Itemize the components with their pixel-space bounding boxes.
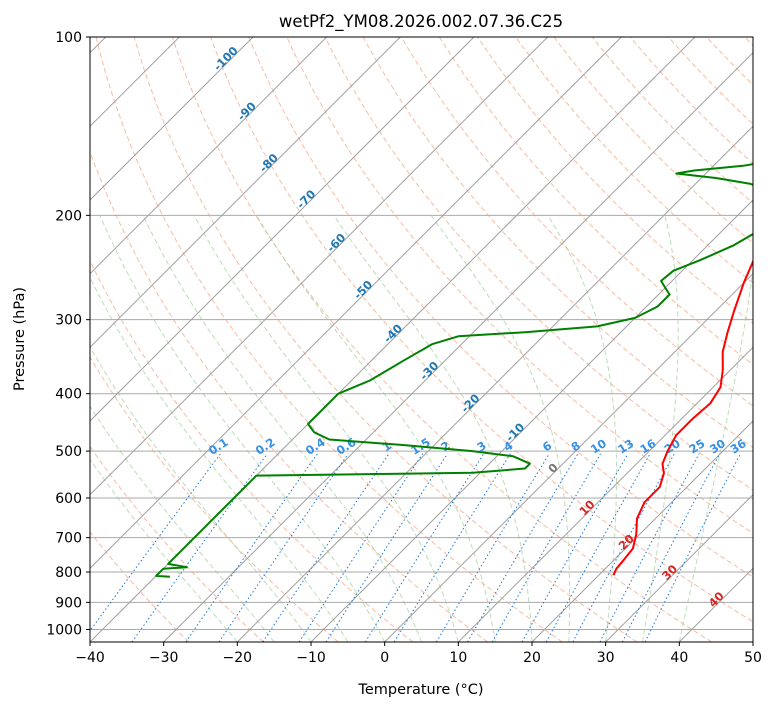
profiles bbox=[155, 163, 753, 578]
x-axis-label: Temperature (°C) bbox=[357, 682, 483, 698]
dry-adiabat bbox=[90, 150, 488, 642]
mixing-ratio-line bbox=[90, 453, 221, 632]
mixing-ratio-line bbox=[599, 453, 700, 642]
dry-adiabat bbox=[324, 37, 753, 491]
mixing-ratio-line bbox=[262, 453, 390, 642]
y-tick-label: 500 bbox=[55, 444, 82, 460]
isotherm bbox=[457, 346, 753, 642]
dewpoint-profile bbox=[155, 163, 753, 578]
x-tick-label: 20 bbox=[523, 650, 541, 666]
dry-adiabat bbox=[133, 37, 638, 642]
mixing-ratio-line bbox=[364, 453, 485, 642]
isotherm bbox=[90, 37, 475, 422]
dry-adiabat bbox=[90, 445, 264, 642]
x-tick-label: 50 bbox=[744, 650, 762, 666]
dry-adiabat bbox=[438, 37, 753, 366]
y-axis: 100 200 300 400 500 600 700 800 900 1000 bbox=[46, 30, 90, 638]
isotherm bbox=[90, 37, 622, 570]
isotherm bbox=[310, 199, 753, 642]
plot-frame bbox=[89, 36, 754, 643]
y-tick-label: 300 bbox=[55, 313, 82, 329]
isotherm bbox=[90, 37, 549, 496]
y-tick-label: 700 bbox=[55, 531, 82, 547]
x-tick-label: 0 bbox=[380, 650, 389, 666]
mixing-ratio-line bbox=[521, 453, 629, 642]
moist-adiabat bbox=[142, 215, 422, 642]
x-tick-label: 10 bbox=[449, 650, 467, 666]
y-tick-label: 600 bbox=[55, 491, 82, 507]
mixing-ratio-line bbox=[218, 453, 349, 642]
background-lines bbox=[90, 37, 753, 642]
moist-adiabat bbox=[255, 215, 496, 642]
x-tick-label: 40 bbox=[670, 650, 688, 666]
dry-adiabat bbox=[515, 37, 753, 284]
dry-adiabat bbox=[90, 531, 190, 642]
mixing-ratio-line bbox=[491, 453, 602, 642]
moist-adiabat bbox=[90, 458, 238, 642]
temperature-profile bbox=[612, 259, 753, 576]
isotherm bbox=[90, 37, 401, 349]
moist-adiabat bbox=[678, 265, 753, 642]
x-axis: −40 −30 −20 −10 0 10 20 30 40 50 bbox=[75, 642, 762, 666]
moist-adiabat bbox=[547, 215, 617, 642]
y-tick-label: 900 bbox=[55, 595, 82, 611]
isotherm bbox=[384, 272, 753, 642]
isotherm bbox=[236, 125, 753, 642]
x-tick-label: 30 bbox=[597, 650, 615, 666]
y-tick-label: 100 bbox=[55, 30, 82, 46]
x-tick-label: −10 bbox=[296, 650, 326, 666]
dry-adiabat bbox=[400, 37, 753, 407]
mixing-ratio-line bbox=[298, 453, 424, 642]
y-axis-label: Pressure (hPa) bbox=[12, 287, 28, 391]
chart-title: wetPf2_YM08.2026.002.07.36.C25 bbox=[279, 12, 563, 32]
moist-adiabat bbox=[90, 345, 312, 642]
isotherm bbox=[90, 37, 254, 201]
x-tick-label: −40 bbox=[75, 650, 105, 666]
isotherm bbox=[90, 37, 328, 275]
y-tick-label: 200 bbox=[55, 208, 82, 224]
dry-adiabat bbox=[210, 37, 753, 623]
mixing-ratio-line bbox=[325, 453, 449, 642]
isotherm bbox=[752, 641, 753, 642]
moist-adiabat bbox=[99, 215, 386, 642]
y-tick-label: 400 bbox=[55, 387, 82, 403]
isotherm bbox=[531, 420, 753, 642]
moist-adiabat bbox=[430, 215, 571, 642]
dry-adiabat bbox=[90, 356, 339, 642]
moist-adiabat bbox=[193, 215, 459, 642]
plot-background bbox=[90, 37, 753, 642]
mixing-ratio-line bbox=[185, 453, 318, 642]
dry-adiabat bbox=[171, 37, 712, 642]
isotherm bbox=[163, 51, 753, 642]
mixing-ratio-line bbox=[131, 453, 268, 642]
y-tick-label: 800 bbox=[55, 565, 82, 581]
mixing-ratio-line bbox=[467, 453, 579, 642]
dry-adiabat bbox=[95, 37, 563, 642]
isotherm bbox=[605, 493, 753, 642]
dry-adiabat bbox=[248, 37, 753, 578]
x-tick-label: −20 bbox=[223, 650, 253, 666]
y-tick-label: 1000 bbox=[46, 622, 82, 638]
x-tick-label: −30 bbox=[149, 650, 179, 666]
moist-adiabat bbox=[642, 215, 679, 642]
